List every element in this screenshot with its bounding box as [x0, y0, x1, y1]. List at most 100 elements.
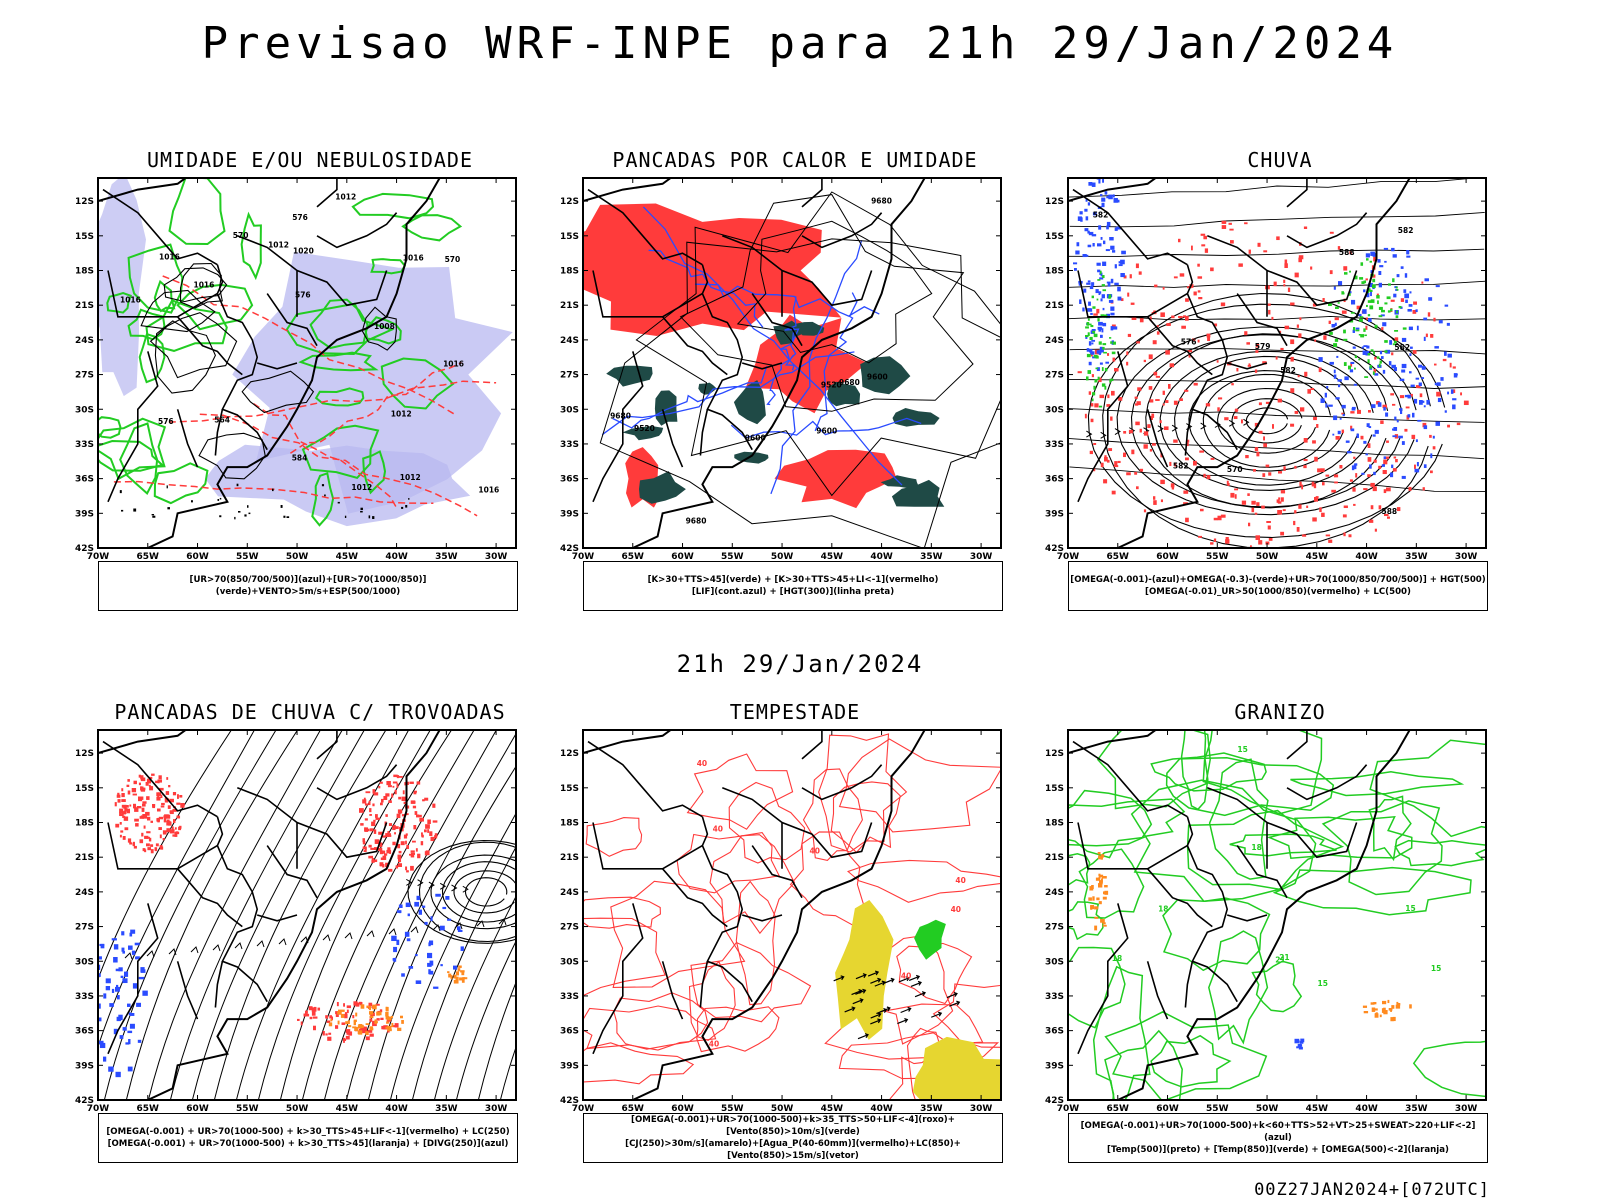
- water-contour-red: [613, 992, 709, 1050]
- field-speckle: [1104, 885, 1108, 888]
- field-speckle: [1263, 443, 1268, 448]
- field-speckle: [392, 826, 396, 831]
- field-speckle: [1410, 346, 1413, 349]
- thickness-contour-red: [199, 413, 478, 517]
- lat-label: 39S: [560, 1061, 579, 1071]
- lon-label: 65W: [622, 1104, 645, 1114]
- field-speckle: [1388, 1008, 1393, 1011]
- field-speckle: [1102, 896, 1107, 900]
- field-speckle: [1171, 315, 1175, 319]
- field-speckle: [352, 1026, 357, 1029]
- field-speckle: [392, 781, 398, 784]
- field-speckle: [428, 969, 431, 975]
- contour-label: 582: [1394, 343, 1410, 352]
- border-line: [1286, 212, 1368, 249]
- contour-label: 9680: [610, 412, 631, 421]
- field-speckle: [1423, 464, 1427, 469]
- field-speckle: [118, 967, 123, 972]
- field-speckle: [379, 1009, 383, 1013]
- field-speckle: [144, 849, 147, 853]
- field-speckle: [1086, 348, 1090, 352]
- border-line: [1226, 362, 1268, 370]
- field-speckle: [1186, 442, 1189, 447]
- border-line: [592, 270, 703, 318]
- humidity-contour-green: [240, 211, 262, 281]
- field-speckle: [1114, 368, 1119, 372]
- thickness-contour-red: [162, 275, 458, 417]
- field-speckle: [131, 788, 137, 793]
- field-speckle: [447, 918, 452, 921]
- border-line: [801, 178, 823, 208]
- field-speckle: [364, 827, 369, 832]
- field-speckle: [146, 831, 151, 834]
- field-speckle: [1093, 354, 1098, 358]
- field-speckle: [98, 1017, 102, 1022]
- field-speckle: [1229, 228, 1234, 231]
- field-speckle: [1337, 430, 1341, 435]
- field-speckle: [1091, 182, 1096, 187]
- field-speckle: [375, 840, 378, 844]
- field-speckle: [1436, 382, 1441, 386]
- field-speckle: [1160, 312, 1165, 317]
- field-speckle: [1304, 371, 1308, 377]
- field-speckle: [1101, 294, 1105, 299]
- field-speckle: [1241, 419, 1243, 424]
- field-speckle: [1296, 324, 1299, 328]
- field-speckle: [413, 790, 417, 793]
- lon-label: 65W: [1107, 1104, 1130, 1114]
- field-speckle: [373, 819, 376, 822]
- field-speckle: [105, 978, 111, 984]
- contour-label: 588: [1382, 507, 1398, 516]
- field-speckle: [93, 503, 95, 506]
- field-speckle: [164, 797, 168, 802]
- field-speckle: [105, 986, 111, 991]
- field-speckle: [1302, 534, 1307, 537]
- streamline-arrow: [406, 878, 413, 886]
- field-speckle: [1344, 376, 1349, 381]
- field-speckle: [166, 815, 169, 818]
- field-speckle: [138, 796, 143, 802]
- field-speckle: [1372, 434, 1376, 437]
- field-speckle: [1407, 394, 1411, 399]
- field-speckle: [1088, 323, 1092, 326]
- field-speckle: [429, 970, 434, 975]
- field-speckle: [1394, 416, 1397, 421]
- coastline: [98, 730, 441, 1100]
- field-speckle: [371, 858, 374, 861]
- field-speckle: [1320, 398, 1325, 403]
- lat-label: 33S: [1045, 992, 1064, 1002]
- lat-label: 33S: [75, 440, 94, 450]
- field-speckle: [1104, 455, 1107, 460]
- field-speckle: [1090, 905, 1095, 910]
- field-speckle: [1392, 343, 1397, 346]
- streamline: [1202, 373, 1332, 468]
- field-speckle: [1415, 309, 1418, 313]
- contour-label: 1016: [403, 254, 424, 263]
- humidity-contour-green: [285, 302, 395, 356]
- field-speckle: [1100, 856, 1103, 860]
- field-speckle: [1156, 331, 1160, 335]
- field-speckle: [1102, 307, 1105, 311]
- field-speckle: [1088, 897, 1092, 901]
- field-speckle: [166, 819, 170, 822]
- field-speckle: [1353, 275, 1358, 280]
- field-speckle: [1275, 356, 1278, 360]
- panel-title: GRANIZO: [1234, 700, 1326, 724]
- lon-label: 40W: [870, 552, 893, 562]
- field-speckle: [122, 951, 126, 954]
- field-speckle: [1388, 283, 1391, 286]
- field-speckle: [392, 958, 396, 961]
- field-speckle: [1165, 350, 1170, 355]
- lat-label: 18S: [1045, 819, 1064, 829]
- field-speckle: [1378, 306, 1383, 310]
- field-speckle: [1364, 334, 1367, 337]
- field-speckle: [1392, 1016, 1396, 1022]
- field-speckle: [424, 851, 428, 856]
- field-speckle: [1390, 308, 1393, 312]
- field-speckle: [1391, 464, 1394, 469]
- field-speckle: [371, 859, 375, 863]
- lif-contour-blue: [730, 417, 922, 439]
- field-speckle: [1368, 318, 1372, 323]
- field-speckle: [1385, 412, 1389, 417]
- field-speckle: [401, 973, 405, 977]
